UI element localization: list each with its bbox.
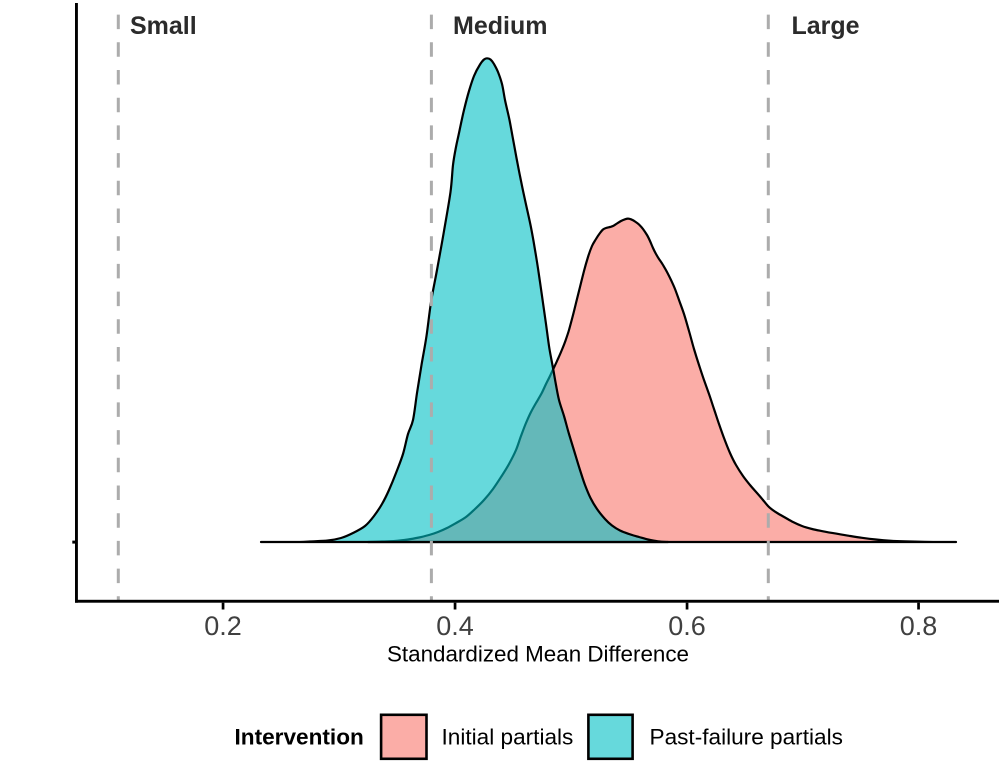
- svg-text:Medium: Medium: [453, 12, 547, 40]
- svg-text:Past-failure partials: Past-failure partials: [650, 725, 843, 750]
- svg-text:Intervention: Intervention: [235, 725, 364, 750]
- svg-text:Initial partials: Initial partials: [442, 725, 574, 750]
- svg-text:Large: Large: [792, 12, 860, 40]
- svg-text:0.2: 0.2: [204, 611, 242, 641]
- svg-text:0.8: 0.8: [900, 611, 938, 641]
- svg-text:Small: Small: [130, 12, 197, 40]
- svg-text:Standardized Mean Difference: Standardized Mean Difference: [387, 642, 689, 667]
- svg-text:0.4: 0.4: [436, 611, 474, 641]
- svg-text:0.6: 0.6: [668, 611, 706, 641]
